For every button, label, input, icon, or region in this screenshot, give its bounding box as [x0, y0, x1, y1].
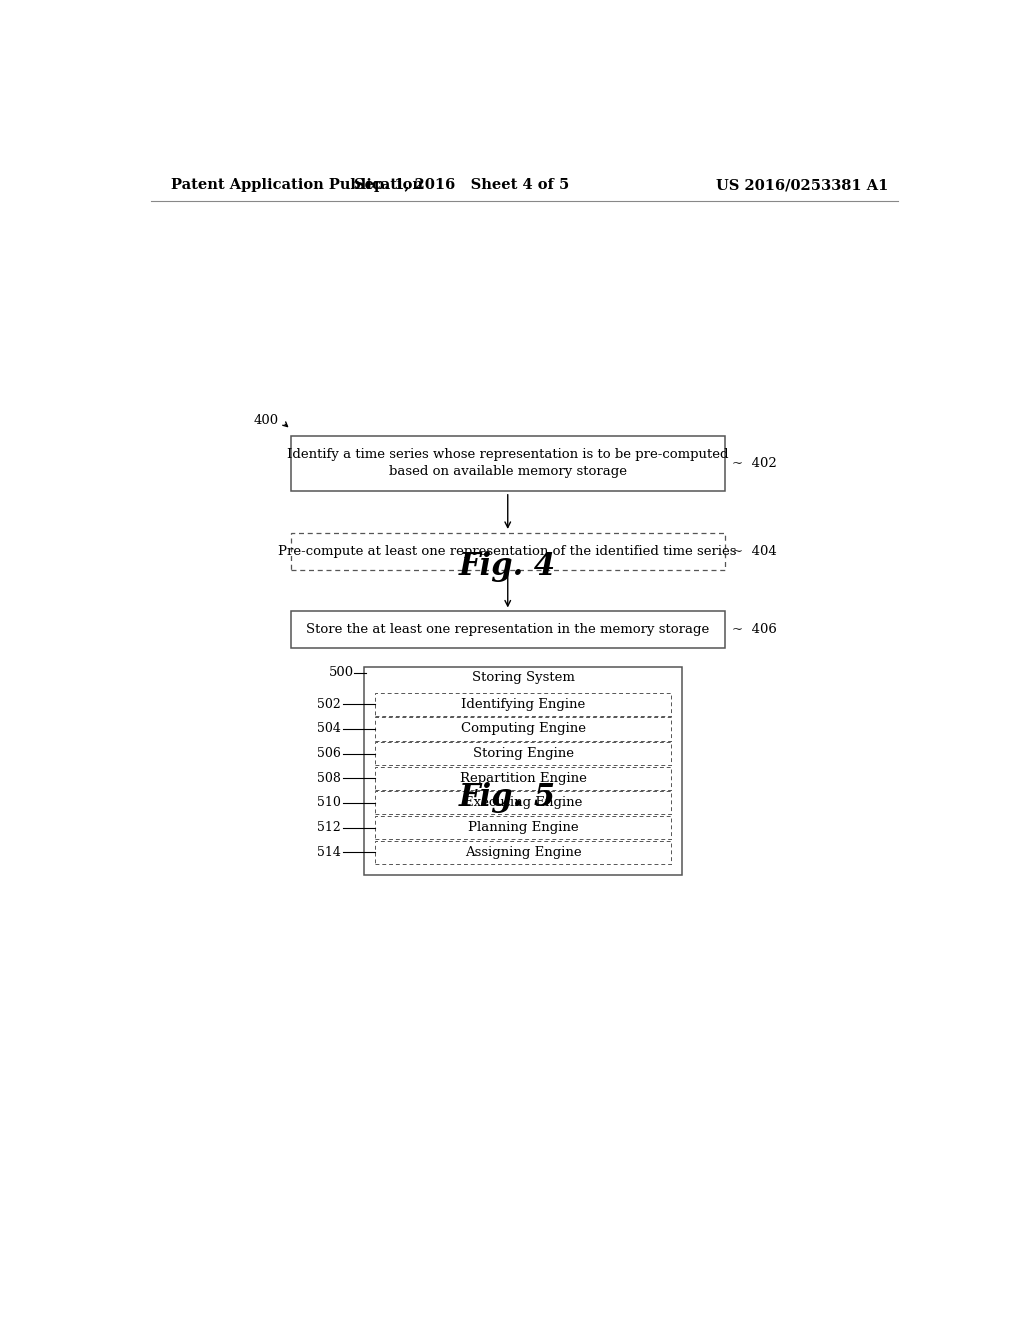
Text: 512: 512 [317, 821, 341, 834]
FancyBboxPatch shape [375, 742, 672, 766]
Text: 500: 500 [329, 667, 353, 680]
Text: Computing Engine: Computing Engine [461, 722, 586, 735]
Text: Patent Application Publication: Patent Application Publication [171, 178, 423, 193]
Text: ~  402: ~ 402 [732, 457, 777, 470]
Text: 504: 504 [317, 722, 341, 735]
Text: Storing System: Storing System [472, 671, 574, 684]
Text: Assigning Engine: Assigning Engine [465, 846, 582, 859]
FancyBboxPatch shape [375, 792, 672, 814]
FancyBboxPatch shape [375, 816, 672, 840]
FancyBboxPatch shape [365, 667, 682, 875]
Text: Executing Engine: Executing Engine [464, 796, 583, 809]
Text: Fig. 4: Fig. 4 [459, 550, 556, 582]
FancyBboxPatch shape [375, 693, 672, 715]
FancyBboxPatch shape [375, 841, 672, 863]
FancyBboxPatch shape [291, 436, 725, 491]
FancyBboxPatch shape [291, 533, 725, 570]
Text: Identifying Engine: Identifying Engine [461, 698, 586, 711]
Text: Planning Engine: Planning Engine [468, 821, 579, 834]
Text: Fig. 5: Fig. 5 [459, 781, 556, 813]
Text: 502: 502 [317, 698, 341, 711]
Text: Store the at least one representation in the memory storage: Store the at least one representation in… [306, 623, 710, 636]
Text: Pre-compute at least one representation of the identified time series: Pre-compute at least one representation … [279, 545, 737, 557]
Text: 506: 506 [317, 747, 341, 760]
Text: Sep. 1, 2016   Sheet 4 of 5: Sep. 1, 2016 Sheet 4 of 5 [353, 178, 569, 193]
Text: 510: 510 [317, 796, 341, 809]
Text: 514: 514 [317, 846, 341, 859]
Text: Identify a time series whose representation is to be pre-computed
based on avail: Identify a time series whose representat… [287, 449, 728, 478]
Text: Repartition Engine: Repartition Engine [460, 772, 587, 785]
Text: Storing Engine: Storing Engine [473, 747, 573, 760]
FancyBboxPatch shape [375, 718, 672, 741]
Text: 508: 508 [317, 772, 341, 785]
FancyBboxPatch shape [375, 767, 672, 789]
Text: US 2016/0253381 A1: US 2016/0253381 A1 [716, 178, 889, 193]
Text: ~  406: ~ 406 [732, 623, 777, 636]
FancyBboxPatch shape [291, 611, 725, 648]
Text: 400: 400 [254, 413, 280, 426]
Text: ~  404: ~ 404 [732, 545, 777, 557]
